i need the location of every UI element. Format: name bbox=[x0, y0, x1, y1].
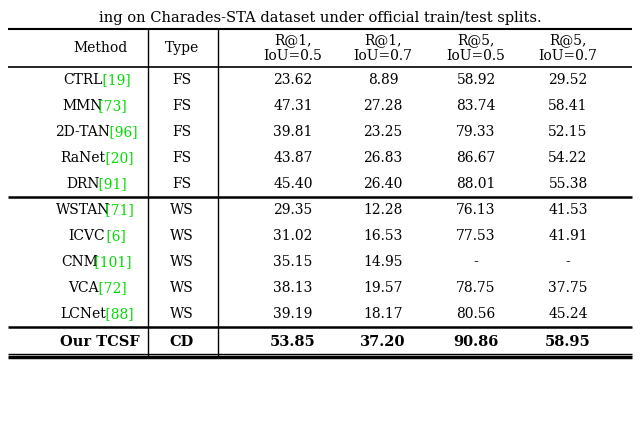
Text: FS: FS bbox=[172, 125, 191, 139]
Text: [96]: [96] bbox=[105, 125, 138, 139]
Text: CNM: CNM bbox=[61, 255, 98, 269]
Text: [88]: [88] bbox=[101, 307, 134, 321]
Text: RaNet: RaNet bbox=[61, 151, 106, 165]
Text: 58.95: 58.95 bbox=[545, 335, 591, 349]
Text: [73]: [73] bbox=[94, 99, 127, 113]
Text: 55.38: 55.38 bbox=[548, 177, 588, 191]
Text: 12.28: 12.28 bbox=[364, 203, 403, 217]
Text: 8.89: 8.89 bbox=[368, 73, 398, 87]
Text: VCA: VCA bbox=[68, 281, 99, 295]
Text: WS: WS bbox=[170, 281, 194, 295]
Text: 23.62: 23.62 bbox=[273, 73, 312, 87]
Text: 53.85: 53.85 bbox=[270, 335, 316, 349]
Text: WS: WS bbox=[170, 255, 194, 269]
Text: [72]: [72] bbox=[94, 281, 127, 295]
Text: 27.28: 27.28 bbox=[364, 99, 403, 113]
Text: 14.95: 14.95 bbox=[364, 255, 403, 269]
Text: 18.17: 18.17 bbox=[363, 307, 403, 321]
Text: 78.75: 78.75 bbox=[456, 281, 496, 295]
Text: WSTAN: WSTAN bbox=[56, 203, 110, 217]
Text: [6]: [6] bbox=[102, 229, 126, 243]
Text: 88.01: 88.01 bbox=[456, 177, 496, 191]
Text: R@5,
IoU=0.5: R@5, IoU=0.5 bbox=[447, 33, 506, 63]
Text: 29.52: 29.52 bbox=[548, 73, 588, 87]
Text: R@1,
IoU=0.5: R@1, IoU=0.5 bbox=[264, 33, 323, 63]
Text: 19.57: 19.57 bbox=[364, 281, 403, 295]
Text: Type: Type bbox=[165, 41, 199, 55]
Text: 79.33: 79.33 bbox=[456, 125, 496, 139]
Text: [101]: [101] bbox=[90, 255, 131, 269]
Text: [19]: [19] bbox=[98, 73, 131, 87]
Text: 47.31: 47.31 bbox=[273, 99, 313, 113]
Text: -: - bbox=[566, 255, 570, 269]
Text: ICVC: ICVC bbox=[68, 229, 105, 243]
Text: 80.56: 80.56 bbox=[456, 307, 495, 321]
Text: 26.40: 26.40 bbox=[364, 177, 403, 191]
Text: R@1,
IoU=0.7: R@1, IoU=0.7 bbox=[353, 33, 413, 63]
Text: [71]: [71] bbox=[101, 203, 134, 217]
Text: 45.40: 45.40 bbox=[273, 177, 313, 191]
Text: ing on Charades-STA dataset under official train/test splits.: ing on Charades-STA dataset under offici… bbox=[99, 11, 541, 25]
Text: 41.91: 41.91 bbox=[548, 229, 588, 243]
Text: R@5,
IoU=0.7: R@5, IoU=0.7 bbox=[538, 33, 598, 63]
Text: WS: WS bbox=[170, 307, 194, 321]
Text: 43.87: 43.87 bbox=[273, 151, 313, 165]
Text: Our TCSF: Our TCSF bbox=[60, 335, 140, 349]
Text: 16.53: 16.53 bbox=[364, 229, 403, 243]
Text: FS: FS bbox=[172, 99, 191, 113]
Text: 76.13: 76.13 bbox=[456, 203, 496, 217]
Text: 58.41: 58.41 bbox=[548, 99, 588, 113]
Text: WS: WS bbox=[170, 203, 194, 217]
Text: FS: FS bbox=[172, 177, 191, 191]
Text: 54.22: 54.22 bbox=[548, 151, 588, 165]
Text: 2D-TAN: 2D-TAN bbox=[56, 125, 111, 139]
Text: 35.15: 35.15 bbox=[273, 255, 313, 269]
Text: [20]: [20] bbox=[101, 151, 134, 165]
Text: 23.25: 23.25 bbox=[364, 125, 403, 139]
Text: 58.92: 58.92 bbox=[456, 73, 495, 87]
Text: 31.02: 31.02 bbox=[273, 229, 313, 243]
Text: 83.74: 83.74 bbox=[456, 99, 496, 113]
Text: WS: WS bbox=[170, 229, 194, 243]
Text: 41.53: 41.53 bbox=[548, 203, 588, 217]
Text: 52.15: 52.15 bbox=[548, 125, 588, 139]
Text: MMN: MMN bbox=[63, 99, 103, 113]
Text: 77.53: 77.53 bbox=[456, 229, 496, 243]
Text: 86.67: 86.67 bbox=[456, 151, 496, 165]
Text: 38.13: 38.13 bbox=[273, 281, 313, 295]
Text: LCNet: LCNet bbox=[60, 307, 106, 321]
Text: 39.81: 39.81 bbox=[273, 125, 313, 139]
Text: 37.20: 37.20 bbox=[360, 335, 406, 349]
Text: 39.19: 39.19 bbox=[273, 307, 313, 321]
Text: Method: Method bbox=[73, 41, 127, 55]
Text: 90.86: 90.86 bbox=[453, 335, 499, 349]
Text: CTRL: CTRL bbox=[63, 73, 103, 87]
Text: -: - bbox=[474, 255, 478, 269]
Text: FS: FS bbox=[172, 73, 191, 87]
Text: 45.24: 45.24 bbox=[548, 307, 588, 321]
Text: [91]: [91] bbox=[94, 177, 127, 191]
Text: 29.35: 29.35 bbox=[273, 203, 312, 217]
Text: FS: FS bbox=[172, 151, 191, 165]
Text: 26.83: 26.83 bbox=[364, 151, 403, 165]
Text: 37.75: 37.75 bbox=[548, 281, 588, 295]
Text: DRN: DRN bbox=[67, 177, 100, 191]
Text: CD: CD bbox=[170, 335, 194, 349]
